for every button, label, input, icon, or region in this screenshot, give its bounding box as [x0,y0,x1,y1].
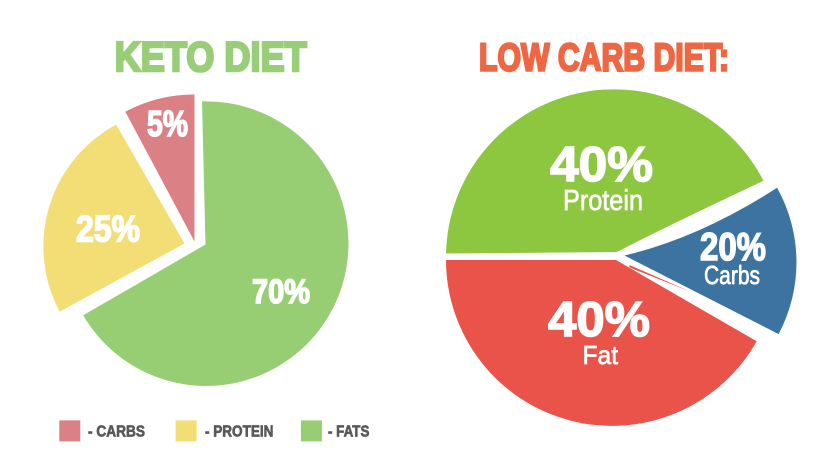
svg-text:20%: 20% [700,226,766,269]
svg-text:- CARBS: - CARBS [88,424,145,441]
svg-text:40%: 40% [550,138,653,192]
svg-text:KETO DIET: KETO DIET [115,33,307,80]
svg-text:25%: 25% [76,209,140,250]
svg-text:Protein: Protein [563,185,643,217]
svg-text:40%: 40% [548,293,650,347]
svg-text:70%: 70% [252,273,310,311]
svg-text:Carbs: Carbs [704,260,760,290]
svg-text:- FATS: - FATS [328,424,370,441]
svg-text:- PROTEIN: - PROTEIN [205,424,273,441]
svg-text:LOW CARB DIET:: LOW CARB DIET: [479,37,729,80]
svg-text:Fat: Fat [583,340,619,370]
svg-text:5%: 5% [147,103,188,144]
